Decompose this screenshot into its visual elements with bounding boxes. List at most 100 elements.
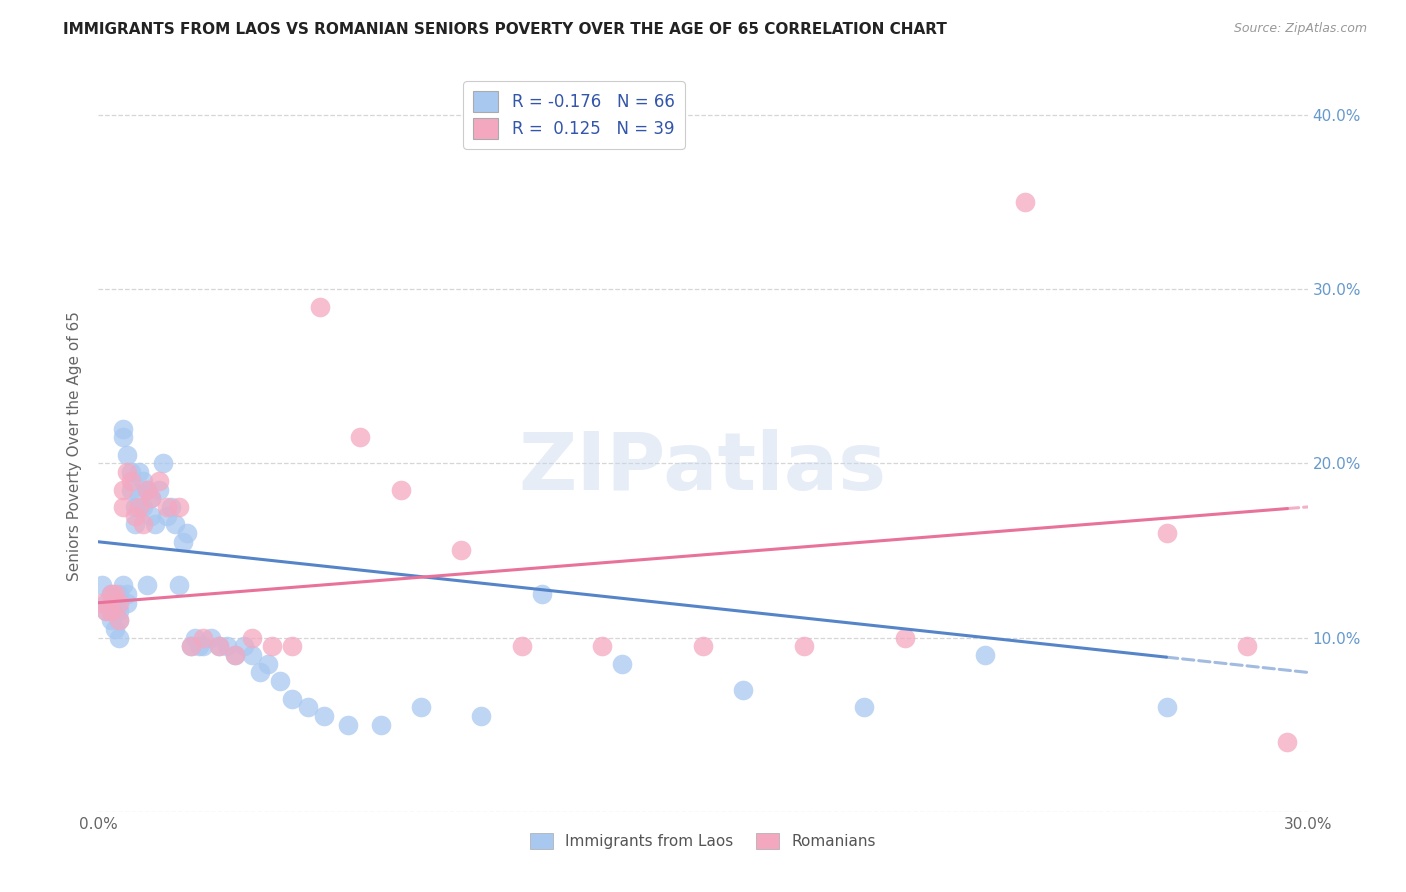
Point: [163, 517, 186, 532]
Point: [314, 709, 336, 723]
Point: [309, 300, 332, 314]
Point: [1014, 195, 1036, 210]
Point: [132, 500, 155, 514]
Point: [297, 700, 319, 714]
Point: [184, 631, 207, 645]
Point: [160, 500, 183, 514]
Point: [96, 596, 118, 610]
Point: [103, 622, 125, 636]
Text: Source: ZipAtlas.com: Source: ZipAtlas.com: [1233, 22, 1367, 36]
Point: [124, 500, 146, 514]
Point: [139, 491, 162, 506]
Point: [281, 640, 304, 654]
Point: [143, 517, 166, 532]
Point: [100, 604, 122, 618]
Point: [692, 640, 714, 654]
Point: [128, 500, 150, 514]
Point: [100, 587, 122, 601]
Point: [256, 657, 278, 671]
Point: [370, 717, 392, 731]
Point: [172, 534, 194, 549]
Point: [107, 604, 129, 618]
Point: [208, 640, 231, 654]
Point: [1156, 526, 1178, 541]
Point: [120, 465, 142, 479]
Point: [450, 543, 472, 558]
Point: [156, 500, 179, 514]
Point: [853, 700, 876, 714]
Point: [120, 483, 142, 497]
Point: [139, 491, 162, 506]
Point: [124, 517, 146, 532]
Point: [135, 483, 157, 497]
Point: [100, 604, 122, 618]
Legend: Immigrants from Laos, Romanians: Immigrants from Laos, Romanians: [524, 827, 882, 855]
Point: [111, 421, 134, 435]
Point: [100, 587, 122, 601]
Point: [107, 596, 129, 610]
Point: [135, 578, 157, 592]
Text: ZIPatlas: ZIPatlas: [519, 429, 887, 507]
Point: [120, 474, 142, 488]
Point: [281, 691, 304, 706]
Point: [530, 587, 553, 601]
Point: [115, 596, 138, 610]
Point: [193, 631, 215, 645]
Point: [115, 465, 138, 479]
Point: [893, 631, 915, 645]
Point: [591, 640, 613, 654]
Point: [124, 508, 146, 523]
Point: [100, 613, 122, 627]
Point: [128, 491, 150, 506]
Point: [111, 500, 134, 514]
Point: [103, 587, 125, 601]
Point: [167, 578, 190, 592]
Point: [107, 613, 129, 627]
Point: [470, 709, 492, 723]
Point: [269, 674, 291, 689]
Point: [974, 648, 997, 662]
Point: [176, 526, 198, 541]
Point: [115, 587, 138, 601]
Point: [389, 483, 412, 497]
Point: [115, 448, 138, 462]
Point: [193, 640, 215, 654]
Point: [208, 640, 231, 654]
Point: [96, 604, 118, 618]
Point: [148, 483, 170, 497]
Point: [612, 657, 634, 671]
Point: [224, 648, 246, 662]
Point: [224, 648, 246, 662]
Point: [1277, 735, 1299, 749]
Point: [135, 483, 157, 497]
Point: [111, 483, 134, 497]
Point: [232, 640, 254, 654]
Point: [733, 682, 755, 697]
Point: [793, 640, 815, 654]
Point: [148, 474, 170, 488]
Point: [111, 578, 134, 592]
Text: IMMIGRANTS FROM LAOS VS ROMANIAN SENIORS POVERTY OVER THE AGE OF 65 CORRELATION : IMMIGRANTS FROM LAOS VS ROMANIAN SENIORS…: [63, 22, 948, 37]
Point: [510, 640, 533, 654]
Point: [337, 717, 360, 731]
Point: [91, 596, 114, 610]
Point: [107, 613, 129, 627]
Point: [132, 517, 155, 532]
Point: [1156, 700, 1178, 714]
Point: [180, 640, 202, 654]
Point: [103, 596, 125, 610]
Point: [132, 474, 155, 488]
Point: [200, 631, 222, 645]
Point: [180, 640, 202, 654]
Point: [188, 640, 211, 654]
Point: [96, 604, 118, 618]
Point: [167, 500, 190, 514]
Point: [349, 430, 371, 444]
Point: [240, 631, 263, 645]
Point: [128, 465, 150, 479]
Point: [217, 640, 239, 654]
Point: [1236, 640, 1258, 654]
Point: [111, 430, 134, 444]
Point: [240, 648, 263, 662]
Point: [409, 700, 432, 714]
